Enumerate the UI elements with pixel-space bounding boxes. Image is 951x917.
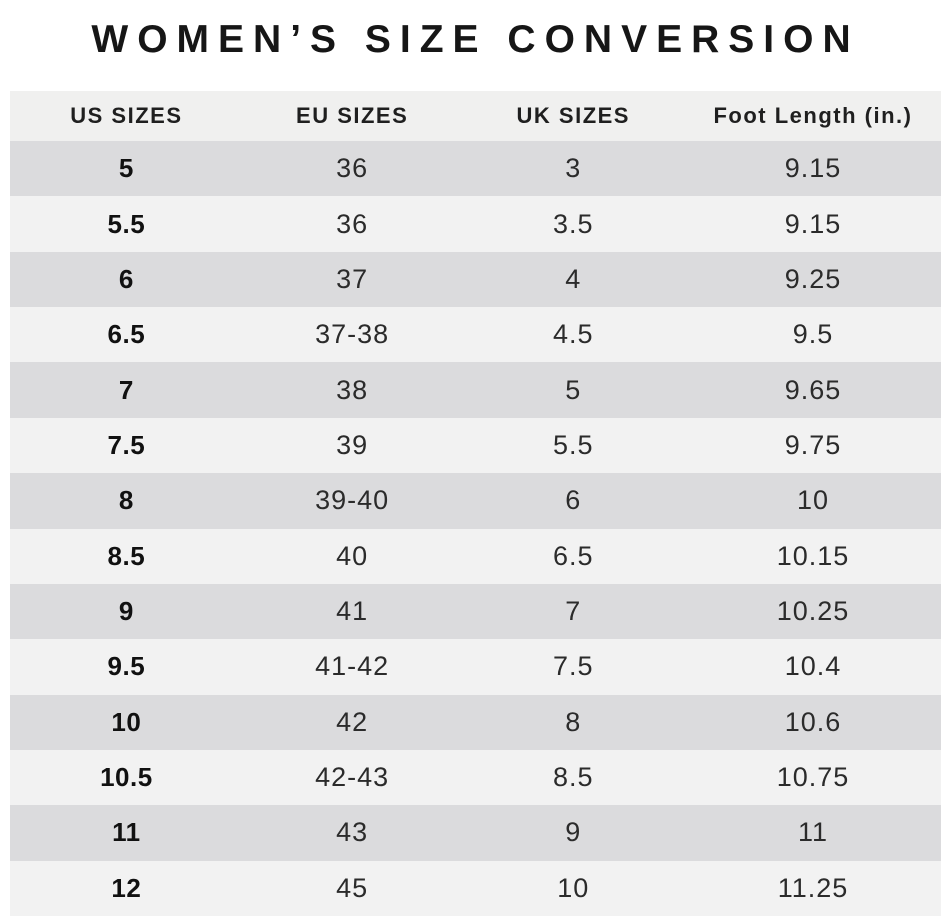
us-size-cell: 12 [111, 872, 142, 903]
foot-length-cell: 9.65 [784, 374, 842, 405]
table-body: 5 36 3 9.15 5.5 36 3.5 9.15 6 37 4 9.25 … [10, 141, 941, 917]
table-row: 10 42 8 10.6 [10, 694, 941, 750]
table-header-row: US SIZES EU SIZES UK SIZES Foot Length (… [10, 91, 941, 141]
us-size-cell: 6.5 [107, 319, 146, 350]
foot-length-cell: 10.4 [784, 651, 842, 682]
foot-length-cell: 11 [797, 817, 828, 848]
foot-length-cell: 9.25 [784, 263, 842, 294]
us-size-cell: 9.5 [107, 651, 146, 682]
foot-length-cell: 10 [796, 485, 829, 516]
table-row: 6.5 37-38 4.5 9.5 [10, 307, 941, 363]
uk-size-cell: 5 [565, 374, 582, 405]
foot-length-cell: 9.5 [792, 319, 834, 350]
table-row: 7.5 39 5.5 9.75 [10, 417, 941, 474]
eu-size-cell: 37 [336, 263, 369, 294]
page-title: WOMEN’S SIZE CONVERSION [91, 18, 860, 61]
foot-length-cell: 11.25 [777, 872, 849, 903]
uk-size-cell: 7 [565, 596, 582, 627]
us-size-cell: 5 [118, 153, 134, 184]
uk-size-cell: 8.5 [552, 762, 594, 793]
us-size-cell: 6 [118, 263, 134, 294]
eu-size-cell: 42-43 [315, 762, 390, 793]
eu-size-cell: 38 [336, 374, 369, 405]
us-size-cell: 11 [112, 817, 141, 848]
foot-length-cell: 9.15 [784, 153, 842, 184]
eu-size-cell: 40 [336, 540, 369, 571]
table-row: 5.5 36 3.5 9.15 [10, 196, 941, 252]
table-row: 10.5 42-43 8.5 10.75 [10, 749, 941, 806]
eu-size-cell: 41-42 [315, 651, 390, 682]
uk-size-cell: 6 [565, 485, 582, 516]
us-size-cell: 9 [118, 596, 134, 627]
us-size-cell: 10 [111, 706, 142, 737]
eu-size-cell: 43 [336, 817, 369, 848]
uk-size-cell: 4 [565, 263, 582, 294]
uk-size-cell: 7.5 [552, 651, 594, 682]
foot-length-cell: 10.25 [776, 596, 850, 627]
foot-length-cell: 10.6 [784, 706, 842, 737]
table-row: 12 45 10 11.25 [10, 860, 941, 917]
foot-length-cell: 9.75 [784, 429, 842, 460]
uk-size-cell: 10 [557, 872, 590, 903]
us-size-cell: 5.5 [107, 208, 146, 239]
table-row: 8 39-40 6 10 [10, 473, 941, 529]
uk-size-cell: 3 [565, 153, 582, 184]
foot-length-cell: 10.75 [776, 762, 850, 793]
eu-size-cell: 37-38 [315, 319, 390, 350]
foot-length-cell: 9.15 [784, 208, 842, 239]
column-header-foot-length: Foot Length (in.) [713, 103, 913, 128]
us-size-cell: 8.5 [107, 540, 146, 571]
eu-size-cell: 39-40 [315, 485, 390, 516]
uk-size-cell: 6.5 [552, 540, 594, 571]
uk-size-cell: 3.5 [552, 208, 594, 239]
us-size-cell: 8 [118, 485, 134, 516]
us-size-cell: 7.5 [107, 429, 146, 460]
eu-size-cell: 36 [336, 208, 369, 239]
eu-size-cell: 36 [336, 153, 369, 184]
column-header-eu-sizes: EU SIZES [296, 103, 409, 128]
uk-size-cell: 8 [565, 706, 582, 737]
column-header-us-sizes: US SIZES [70, 103, 183, 128]
eu-size-cell: 39 [336, 429, 369, 460]
foot-length-cell: 10.15 [776, 540, 850, 571]
table-row: 11 43 9 11 [10, 805, 941, 861]
table-row: 9.5 41-42 7.5 10.4 [10, 639, 941, 695]
us-size-cell: 7 [118, 374, 134, 405]
uk-size-cell: 5.5 [552, 429, 594, 460]
uk-size-cell: 9 [565, 817, 582, 848]
eu-size-cell: 42 [336, 706, 369, 737]
table-row: 9 41 7 10.25 [10, 583, 941, 640]
eu-size-cell: 45 [336, 872, 369, 903]
size-conversion-table: US SIZES EU SIZES UK SIZES Foot Length (… [10, 91, 941, 917]
table-row: 5 36 3 9.15 [10, 141, 941, 197]
table-row: 7 38 5 9.65 [10, 362, 941, 418]
us-size-cell: 10.5 [100, 762, 153, 793]
table-row: 6 37 4 9.25 [10, 251, 941, 308]
uk-size-cell: 4.5 [552, 319, 594, 350]
table-row: 8.5 40 6.5 10.15 [10, 528, 941, 584]
column-header-uk-sizes: UK SIZES [516, 103, 630, 128]
eu-size-cell: 41 [336, 596, 369, 627]
